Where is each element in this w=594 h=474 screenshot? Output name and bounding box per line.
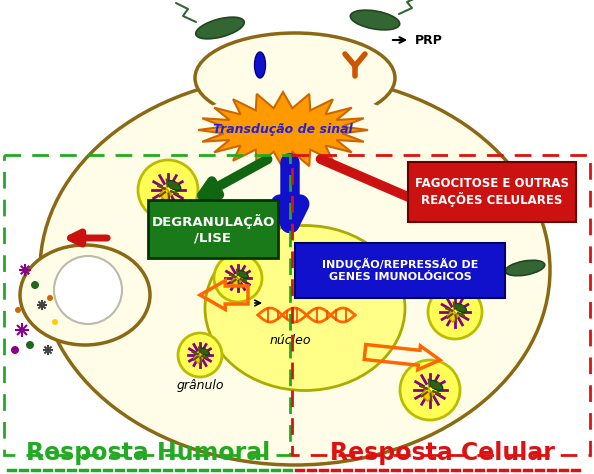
FancyBboxPatch shape bbox=[295, 243, 505, 298]
Text: Transdução de sinal: Transdução de sinal bbox=[213, 124, 353, 137]
Polygon shape bbox=[160, 188, 172, 201]
Circle shape bbox=[31, 281, 39, 289]
Ellipse shape bbox=[505, 260, 545, 276]
Circle shape bbox=[214, 254, 262, 302]
Circle shape bbox=[428, 285, 482, 339]
Circle shape bbox=[26, 341, 34, 349]
Polygon shape bbox=[231, 276, 241, 287]
Text: grânulo: grânulo bbox=[176, 379, 224, 392]
Circle shape bbox=[52, 319, 58, 325]
Ellipse shape bbox=[350, 10, 400, 30]
Circle shape bbox=[47, 295, 53, 301]
Ellipse shape bbox=[200, 348, 209, 356]
Polygon shape bbox=[447, 310, 458, 322]
FancyBboxPatch shape bbox=[408, 162, 576, 222]
Ellipse shape bbox=[454, 303, 466, 312]
Polygon shape bbox=[198, 92, 368, 168]
Bar bbox=[4, 155, 290, 455]
Bar bbox=[292, 155, 590, 455]
Ellipse shape bbox=[200, 93, 390, 143]
Circle shape bbox=[178, 333, 222, 377]
Ellipse shape bbox=[238, 271, 248, 278]
Circle shape bbox=[15, 307, 21, 313]
Circle shape bbox=[138, 160, 198, 220]
Ellipse shape bbox=[429, 381, 443, 391]
Circle shape bbox=[11, 346, 19, 354]
Text: DEGRANULAÇÃO
/LISE: DEGRANULAÇÃO /LISE bbox=[151, 214, 274, 244]
Polygon shape bbox=[422, 388, 434, 401]
Text: PRP: PRP bbox=[415, 34, 443, 46]
Ellipse shape bbox=[254, 52, 266, 78]
Ellipse shape bbox=[205, 226, 405, 391]
Text: núcleo: núcleo bbox=[269, 334, 311, 346]
Text: INDUÇÃO/REPRESSÃO DE
GENES IMUNOLÓGICOS: INDUÇÃO/REPRESSÃO DE GENES IMUNOLÓGICOS bbox=[322, 258, 478, 282]
Ellipse shape bbox=[20, 245, 150, 345]
Circle shape bbox=[400, 360, 460, 420]
Text: FAGOCITOSE E OUTRAS
REAÇÕES CELULARES: FAGOCITOSE E OUTRAS REAÇÕES CELULARES bbox=[415, 177, 569, 207]
Polygon shape bbox=[194, 353, 203, 364]
Circle shape bbox=[54, 256, 122, 324]
Ellipse shape bbox=[196, 17, 244, 39]
Ellipse shape bbox=[40, 75, 550, 465]
FancyBboxPatch shape bbox=[148, 200, 278, 258]
Ellipse shape bbox=[195, 33, 395, 123]
Text: Resposta Celular: Resposta Celular bbox=[330, 441, 554, 465]
Text: Resposta Humoral: Resposta Humoral bbox=[26, 441, 270, 465]
Ellipse shape bbox=[168, 181, 181, 191]
